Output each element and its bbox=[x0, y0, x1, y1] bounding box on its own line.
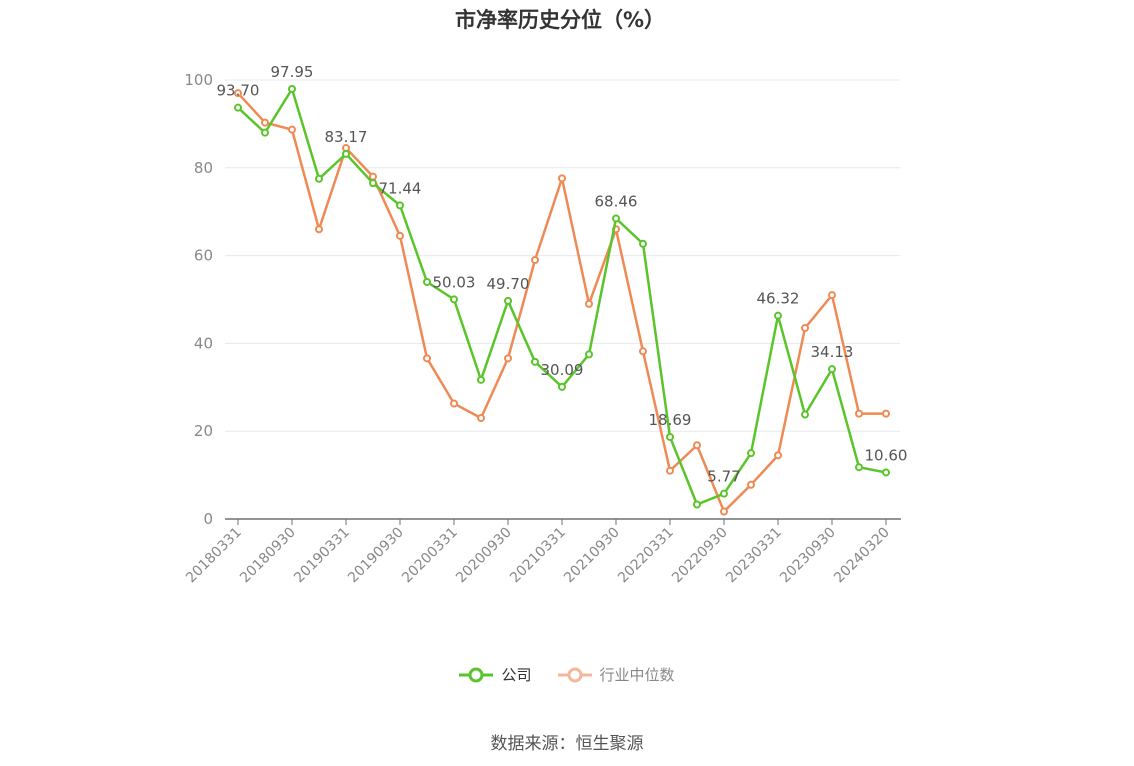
data-point-industry bbox=[828, 291, 836, 300]
data-point-company bbox=[585, 350, 593, 359]
x-tick-label: 20180331 bbox=[183, 525, 245, 587]
x-tick-label: 20220331 bbox=[615, 525, 677, 587]
x-axis: 2018033120180930201903312019093020200331… bbox=[183, 518, 901, 587]
data-point-industry bbox=[504, 354, 512, 363]
data-point-industry bbox=[315, 225, 323, 234]
data-point-company bbox=[450, 295, 458, 304]
grid-lines bbox=[225, 79, 900, 432]
data-label: 83.17 bbox=[325, 128, 368, 146]
x-tick-label: 20220930 bbox=[669, 525, 731, 587]
data-point-industry bbox=[288, 125, 296, 134]
data-label: 68.46 bbox=[595, 192, 638, 210]
data-label: 71.44 bbox=[379, 179, 422, 197]
data-point-industry bbox=[747, 480, 755, 489]
data-point-company bbox=[531, 357, 539, 366]
data-label: 10.60 bbox=[865, 446, 908, 464]
data-point-industry bbox=[423, 354, 431, 363]
x-tick-label: 20210930 bbox=[561, 525, 623, 587]
data-label: 5.77 bbox=[707, 468, 740, 486]
data-point-industry bbox=[774, 451, 782, 460]
x-tick-label: 20200930 bbox=[453, 525, 515, 587]
x-tick-label: 20230331 bbox=[723, 525, 785, 587]
data-point-industry bbox=[234, 89, 242, 98]
data-point-industry bbox=[477, 414, 485, 423]
data-point-industry bbox=[396, 231, 404, 240]
data-point-company bbox=[774, 311, 782, 320]
x-tick-label: 20240320 bbox=[831, 525, 893, 587]
data-point-company bbox=[423, 277, 431, 286]
data-point-company bbox=[342, 149, 350, 158]
data-point-industry bbox=[558, 174, 566, 183]
data-point-industry bbox=[369, 172, 377, 181]
data-point-industry bbox=[585, 299, 593, 308]
data-point-company bbox=[828, 365, 836, 374]
data-label: 50.03 bbox=[433, 273, 476, 291]
data-point-company bbox=[504, 296, 512, 305]
y-tick-label: 0 bbox=[203, 510, 213, 528]
data-point-industry bbox=[666, 466, 674, 475]
data-point-industry bbox=[801, 324, 809, 333]
legend-company-icon bbox=[459, 667, 494, 682]
data-point-industry bbox=[882, 409, 890, 418]
x-tick-label: 20180930 bbox=[237, 525, 299, 587]
data-point-company bbox=[693, 500, 701, 509]
y-tick-label: 40 bbox=[194, 334, 213, 352]
data-label: 49.70 bbox=[487, 275, 530, 293]
y-tick-label: 80 bbox=[194, 159, 213, 177]
y-axis: 0 20 40 60 80 100 bbox=[184, 71, 213, 528]
data-point-industry bbox=[450, 399, 458, 408]
x-tick-label: 20190930 bbox=[345, 525, 407, 587]
data-point-company bbox=[639, 239, 647, 248]
data-point-company bbox=[288, 84, 296, 93]
source-note: 数据来源：恒生聚源 bbox=[490, 734, 644, 754]
data-point-industry bbox=[693, 441, 701, 450]
data-point-company bbox=[234, 103, 242, 112]
data-point-company bbox=[558, 382, 566, 391]
legend: 公司 行业中位数 bbox=[0, 664, 1134, 685]
data-point-company bbox=[855, 463, 863, 472]
data-point-company bbox=[369, 179, 377, 188]
data-point-company bbox=[747, 449, 755, 458]
line-chart: 0 20 40 60 80 100 201803312018093020190331201… bbox=[183, 63, 908, 587]
legend-industry-label: 行业中位数 bbox=[599, 666, 675, 684]
data-label: 18.69 bbox=[649, 411, 692, 429]
data-point-industry bbox=[720, 507, 728, 516]
data-point-company bbox=[261, 128, 269, 137]
data-label: 34.13 bbox=[811, 343, 854, 361]
data-point-industry bbox=[261, 118, 269, 127]
y-tick-label: 60 bbox=[194, 247, 213, 265]
data-label: 93.70 bbox=[217, 82, 260, 100]
data-labels: 93.70 97.95 83.17 71.44 50.03 49.70 30.09 68.46… bbox=[217, 63, 908, 486]
y-tick-label: 100 bbox=[184, 71, 213, 89]
x-tick-label: 20190331 bbox=[291, 525, 353, 587]
legend-company-label: 公司 bbox=[501, 666, 532, 684]
data-point-company bbox=[801, 410, 809, 419]
data-point-industry bbox=[855, 409, 863, 418]
x-tick-label: 20210331 bbox=[507, 525, 569, 587]
data-point-industry bbox=[531, 255, 539, 264]
data-point-company bbox=[666, 432, 674, 441]
legend-industry-icon bbox=[557, 667, 592, 682]
series-group bbox=[234, 84, 890, 516]
legend-item-company[interactable]: 公司 bbox=[459, 664, 532, 685]
data-point-industry bbox=[639, 347, 647, 356]
x-tick-label: 20230930 bbox=[777, 525, 839, 587]
data-point-company bbox=[882, 468, 890, 477]
data-point-company bbox=[396, 201, 404, 210]
data-label: 97.95 bbox=[271, 63, 314, 81]
legend-item-industry[interactable]: 行业中位数 bbox=[557, 664, 675, 685]
data-label: 46.32 bbox=[757, 290, 800, 308]
data-point-company bbox=[612, 214, 620, 223]
y-tick-label: 20 bbox=[194, 422, 213, 440]
x-tick-label: 20200331 bbox=[399, 525, 461, 587]
chart-title: 市净率历史分位（%） bbox=[454, 8, 666, 32]
data-point-company bbox=[315, 174, 323, 183]
data-point-company bbox=[477, 375, 485, 384]
data-label: 30.09 bbox=[541, 361, 584, 379]
data-point-company bbox=[720, 489, 728, 498]
